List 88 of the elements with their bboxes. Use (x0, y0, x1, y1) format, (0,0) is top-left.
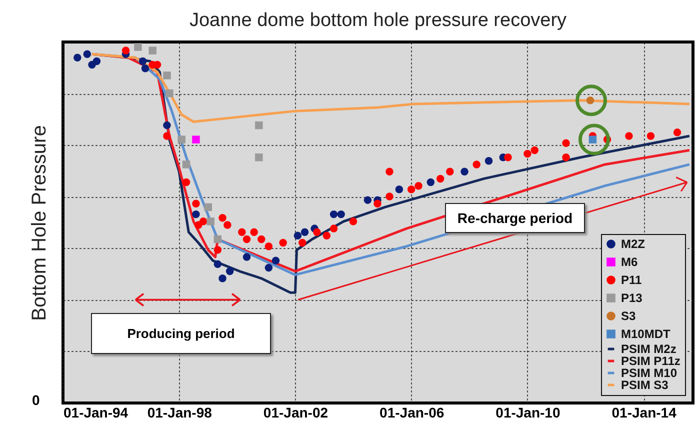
legend-label: PSIM M2z (621, 342, 676, 356)
point (337, 210, 345, 218)
point (242, 235, 251, 244)
point (395, 186, 404, 194)
point (646, 132, 655, 140)
x-tick-label: 01-Jan-10 (496, 404, 560, 420)
point (386, 192, 394, 200)
point (330, 210, 338, 218)
point (426, 178, 435, 186)
x-tick-label: 01-Jan-98 (147, 404, 212, 420)
point (134, 43, 142, 51)
point (214, 260, 222, 268)
legend-label: PSIM P11z (621, 354, 680, 368)
point (214, 246, 222, 254)
legend-label: P13 (621, 291, 643, 305)
point (214, 235, 222, 244)
point (192, 200, 200, 208)
point (562, 153, 570, 162)
point (182, 160, 190, 168)
point (192, 136, 200, 144)
point (472, 160, 480, 168)
point (148, 46, 156, 54)
point (182, 178, 190, 186)
point (192, 210, 200, 218)
point (407, 186, 416, 194)
point (178, 136, 186, 144)
point (330, 224, 338, 232)
point (204, 203, 212, 212)
legend-label: M10MDT (621, 327, 672, 341)
point (524, 150, 532, 158)
point (255, 153, 263, 162)
x-tick-label: 01-Jan-94 (64, 404, 128, 420)
point (226, 267, 234, 276)
legend-label: M2Z (621, 237, 645, 251)
point (122, 46, 130, 54)
point (141, 64, 150, 72)
point (446, 168, 454, 176)
point (504, 153, 512, 162)
point (238, 228, 246, 236)
point (163, 72, 171, 80)
point (163, 121, 171, 130)
point (166, 89, 174, 98)
point (313, 228, 321, 236)
point (138, 57, 147, 66)
point (294, 232, 302, 240)
point (300, 228, 309, 236)
point (322, 232, 331, 240)
point (206, 218, 214, 226)
point (530, 146, 538, 154)
point (436, 174, 444, 183)
point (484, 157, 493, 165)
point (92, 57, 101, 66)
legend-label: M6 (621, 255, 638, 269)
text: 0 (32, 392, 40, 408)
point (374, 200, 382, 208)
point (460, 168, 468, 176)
point (163, 132, 171, 140)
point (349, 218, 358, 226)
point (83, 50, 92, 58)
y-axis-title: Bottom Hole Pressure (28, 125, 50, 321)
legend-label: P11 (621, 273, 642, 287)
x-tick-label: 01-Jan-06 (380, 404, 444, 420)
x-tick-label: 01-Jan-14 (612, 404, 677, 420)
x-tick-label: 01-Jan-02 (263, 404, 328, 420)
point (625, 132, 633, 140)
point (673, 128, 682, 136)
point (264, 242, 273, 250)
point (279, 238, 287, 247)
point (74, 54, 82, 62)
point (386, 168, 394, 176)
legend-label: PSIM M10 (621, 366, 678, 380)
point (255, 121, 263, 130)
point (264, 264, 273, 272)
point (257, 235, 266, 244)
point (272, 256, 280, 264)
point (199, 218, 208, 226)
point (298, 238, 306, 247)
point (364, 196, 372, 204)
point (218, 274, 226, 282)
legend-label: PSIM S3 (621, 378, 669, 392)
legend-label: S3 (621, 309, 636, 323)
point (562, 139, 570, 147)
point (224, 221, 232, 229)
point (242, 253, 251, 261)
point (218, 214, 226, 222)
point (250, 228, 258, 236)
chart-title: Joanne dome bottom hole pressure recovery (189, 10, 568, 31)
point (414, 182, 422, 190)
